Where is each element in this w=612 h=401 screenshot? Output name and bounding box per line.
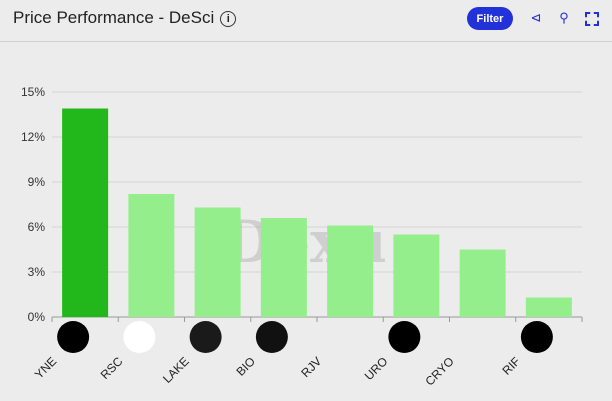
x-tick-label: BIO: [233, 354, 258, 379]
fullscreen-icon[interactable]: [585, 12, 599, 26]
x-tick-label: RSC: [98, 354, 126, 382]
chart-header: Price Performance - DeSci i Filter ⊲ ⚲: [0, 0, 612, 42]
token-logo-cryo: [454, 321, 487, 353]
x-tick-label: URO: [362, 354, 391, 383]
x-tick-label: CRYO: [422, 354, 456, 388]
bar-rsc[interactable]: [128, 194, 175, 317]
bar-uro[interactable]: [393, 234, 440, 318]
x-tick-label: RIF: [499, 354, 523, 378]
zoom-icon[interactable]: ⚲: [559, 10, 569, 25]
x-tick-label: YNE: [32, 354, 59, 381]
bar-yne[interactable]: [62, 108, 109, 318]
token-logo-uro: [388, 321, 421, 353]
y-tick-label: 12%: [21, 130, 45, 144]
y-tick-label: 9%: [28, 175, 46, 189]
y-tick-label: 6%: [28, 220, 46, 234]
token-logo-rsc: [123, 321, 156, 353]
y-tick-label: 15%: [21, 85, 45, 99]
token-logo-rjv: [322, 321, 355, 353]
bar-lake[interactable]: [194, 207, 241, 318]
bar-cryo[interactable]: [459, 249, 506, 318]
token-logo-lake: [189, 321, 222, 353]
bar-bio[interactable]: [260, 218, 307, 317]
chart-title: Price Performance - DeSci i: [13, 8, 237, 28]
y-tick-label: 3%: [28, 265, 46, 279]
token-logo-yne: [57, 321, 90, 353]
info-icon[interactable]: i: [220, 11, 237, 27]
filter-button[interactable]: Filter: [467, 7, 513, 30]
x-tick-label: LAKE: [160, 354, 192, 386]
bar-rjv[interactable]: [327, 225, 374, 318]
share-icon[interactable]: ⊲: [530, 10, 542, 25]
token-logo-rif: [520, 321, 553, 353]
x-tick-label: RJV: [298, 354, 324, 380]
bar-rif[interactable]: [525, 297, 572, 318]
token-logo-bio: [255, 321, 288, 353]
y-tick-label: 0%: [28, 310, 46, 324]
